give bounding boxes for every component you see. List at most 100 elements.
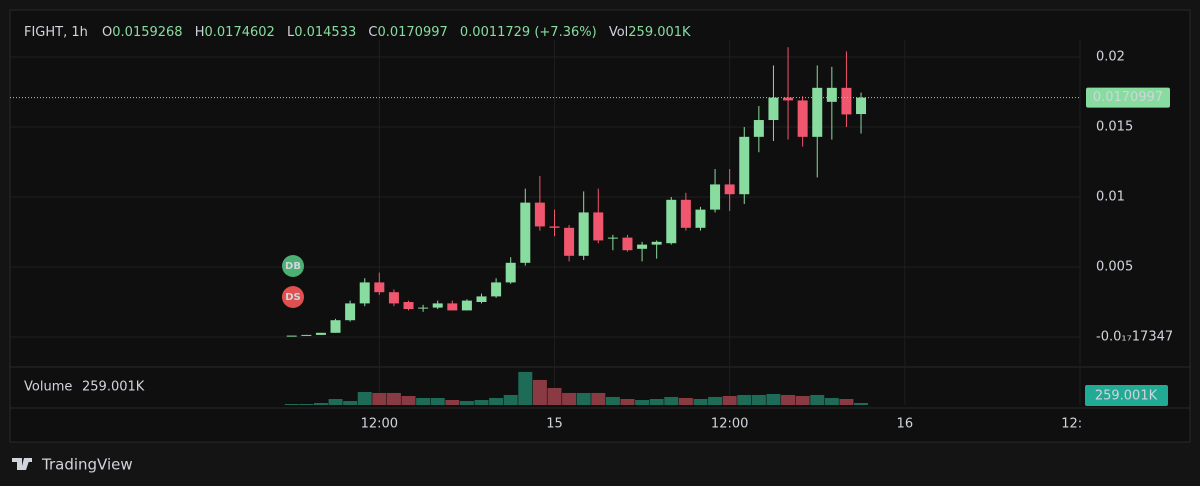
volume-bar (693, 398, 708, 405)
volume-bar (343, 400, 358, 405)
volume-bar (839, 398, 854, 405)
candle-body (680, 199, 691, 228)
y-tick-label: 0.01 (1096, 190, 1125, 205)
candle-body (418, 307, 429, 309)
grid (10, 40, 1081, 405)
field-label: L (287, 25, 295, 40)
field-label: H (195, 25, 205, 40)
candle-body (564, 227, 575, 256)
field-value: 0.0170997 (377, 25, 447, 40)
volume-bar (386, 392, 401, 405)
candle-body (403, 302, 414, 310)
x-tick-label: 16 (897, 417, 914, 432)
candle-body (432, 303, 443, 308)
y-tick-label: 0.015 (1096, 120, 1133, 135)
volume-bar (649, 398, 664, 405)
last-price-label: 0.0170997 (1093, 90, 1163, 105)
candle-body (301, 334, 312, 336)
volume-bar (562, 392, 577, 405)
volume-bar (299, 403, 314, 405)
volume-bar (430, 397, 445, 405)
volume-bar (708, 396, 723, 405)
candle-body (447, 303, 458, 311)
volume-bar (664, 396, 679, 405)
brand: TradingView (41, 456, 133, 474)
volume-bar (824, 397, 839, 405)
volume-bar (620, 398, 635, 405)
volume-bar (576, 392, 591, 405)
candle-body (710, 184, 721, 210)
volume-bars (284, 371, 869, 405)
candle-body (520, 202, 531, 263)
candle-body (578, 212, 589, 256)
candle-body (534, 202, 545, 227)
y-tick-label: 0.005 (1096, 260, 1133, 275)
volume-bar (313, 402, 328, 405)
candle-body (783, 97, 794, 101)
x-tick-label: 12:00 (711, 417, 748, 432)
marker-db[interactable] (282, 255, 304, 277)
marker-label: DB (285, 261, 301, 272)
x-axis: 12:00 15 12:00 16 12:00 (361, 417, 1098, 432)
volume-title: Volume (24, 380, 72, 395)
candle-body (593, 212, 604, 241)
volume-bar (854, 403, 869, 405)
marker-label: DS (285, 292, 301, 303)
volume-bar (459, 400, 474, 405)
symbol: FIGHT, 1h (24, 25, 88, 40)
candle-body (797, 100, 808, 137)
candle-body (768, 97, 779, 121)
x-tick-label: 12:00 (361, 417, 398, 432)
x-tick-label: 12:00 (1061, 417, 1098, 432)
candle-body (622, 237, 633, 251)
candle-body (651, 241, 662, 245)
volume-bar (722, 395, 737, 405)
volume-bar (591, 392, 606, 405)
candle-body (812, 87, 823, 137)
volume-bar (605, 396, 620, 405)
candle-body (491, 282, 502, 297)
header: FIGHT, 1h O0.0159268 H0.0174602 L0.01453… (24, 25, 691, 40)
candle-body (753, 120, 764, 137)
logo-mark (12, 458, 32, 470)
volume-bar (284, 403, 299, 405)
volume-bar (781, 394, 796, 405)
candles (286, 47, 867, 337)
volume-bar (357, 391, 372, 405)
candle-body (841, 87, 852, 115)
volume-bar (372, 392, 387, 405)
candle-body (286, 335, 297, 337)
candle-body (315, 332, 326, 335)
volume-bar (737, 394, 752, 405)
candle-body (695, 209, 706, 228)
vol-label: Vol (609, 25, 628, 40)
field-value: 0.014533 (294, 25, 356, 40)
candle-body (549, 226, 560, 228)
candle-body (739, 136, 750, 195)
candle-body (374, 282, 385, 293)
volume-bar (635, 399, 650, 405)
marker-ds[interactable] (282, 286, 304, 308)
volume-bar (503, 394, 518, 405)
x-tick-label: 15 (546, 417, 563, 432)
candle-body (388, 292, 399, 304)
volume-bar (810, 394, 825, 405)
volume-bar (678, 397, 693, 405)
volume-bar (489, 397, 504, 405)
volume-bar (766, 393, 781, 405)
field-value: 0.0159268 (112, 25, 182, 40)
vol-value: 259.001K (628, 25, 691, 40)
candle-body (826, 87, 837, 102)
volume-bar (328, 398, 343, 405)
volume-bar (445, 399, 460, 405)
candle-body (476, 296, 487, 303)
volume-label-box (1085, 385, 1168, 406)
change: 0.0011729 (+7.36%) (460, 25, 597, 40)
volume-bar (401, 395, 416, 405)
candle-body (461, 300, 472, 311)
candle-body (724, 184, 735, 195)
volume-bar (532, 379, 547, 405)
volume-bar (751, 394, 766, 405)
candle-body (666, 199, 677, 244)
